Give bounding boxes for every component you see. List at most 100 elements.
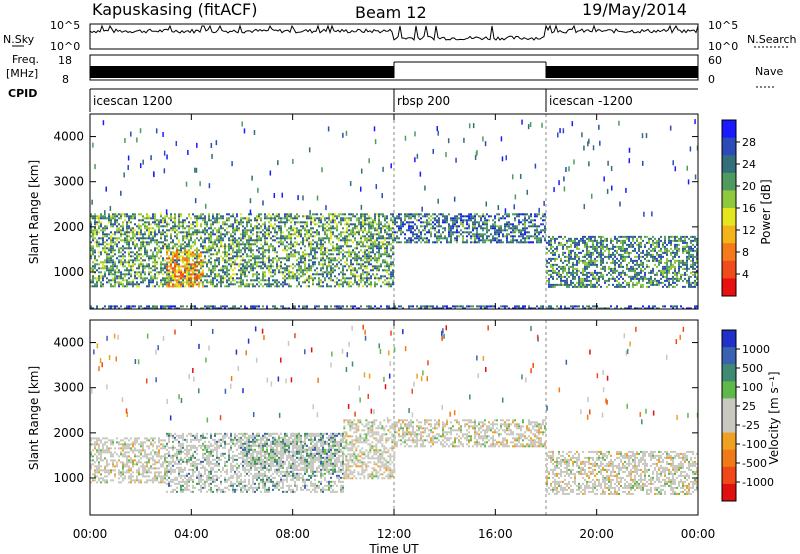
cell [246,219,248,222]
cell [442,237,444,240]
cell [386,245,388,248]
cell [112,241,114,244]
cell [614,263,616,266]
cell [162,225,164,228]
cell [568,265,570,268]
cell [314,235,316,238]
cell [214,249,216,252]
cell [272,227,274,230]
cell [118,223,120,226]
cell [428,239,430,242]
cell [182,237,184,240]
cell [572,263,574,266]
cell [594,257,596,260]
cell [674,243,676,246]
cell [666,261,668,264]
cell [290,255,292,258]
cell [208,237,210,240]
cell [178,275,180,278]
cell [328,219,330,222]
cell [264,283,266,286]
cell [456,219,458,222]
cell [600,255,602,258]
cell [264,265,266,268]
cell [222,281,224,284]
cell [178,283,180,286]
cell [356,243,358,246]
cell [436,241,438,244]
cell [218,261,220,264]
cell [290,243,292,246]
cell [512,227,514,230]
cell [386,251,388,254]
cell [558,265,560,268]
cell [256,263,258,266]
cell [370,225,372,228]
cell [244,247,246,250]
cell [482,241,484,244]
cell [174,213,176,216]
cell [92,269,94,272]
cell [294,241,296,244]
cell [344,255,346,258]
cell [660,273,662,276]
cell [276,263,278,266]
cell [96,241,98,244]
cell [260,225,262,228]
cell [164,267,166,270]
cell [660,247,662,250]
cell [284,267,286,270]
cell [96,245,98,248]
cell [212,283,214,286]
cell [222,215,224,218]
cell [316,233,318,236]
cell [272,249,274,252]
cell [168,275,170,278]
cell [596,279,598,282]
cell [582,273,584,276]
cell [288,265,290,268]
cell [600,273,602,276]
cell [486,225,488,228]
cell [366,257,368,260]
cell [318,273,320,276]
cell [478,237,480,240]
cell [318,285,320,288]
cell [218,227,220,230]
cell [198,273,200,276]
cell [98,245,100,248]
cell [142,243,144,246]
cell [410,215,412,218]
cell [202,217,204,220]
cell [182,255,184,258]
cell [596,239,598,242]
cell [168,245,170,248]
cell [244,243,246,246]
cell [534,231,536,234]
cell [328,237,330,240]
cell [412,225,414,228]
cell [232,279,234,282]
cell [164,271,166,274]
cell [196,273,198,276]
cell [592,277,594,280]
cell [462,237,464,240]
cell [164,215,166,218]
cell [222,267,224,270]
cell [370,257,372,260]
cell [388,227,390,230]
cell [110,267,112,270]
cell [624,241,626,244]
cell [546,241,548,244]
cell [184,285,186,288]
cell [380,227,382,230]
cell [392,279,394,282]
cell [390,247,392,250]
cell [616,275,618,278]
cell [182,285,184,288]
cell [588,265,590,268]
cell [634,267,636,270]
cell [172,225,174,228]
cell [522,213,524,216]
cell [450,217,452,220]
